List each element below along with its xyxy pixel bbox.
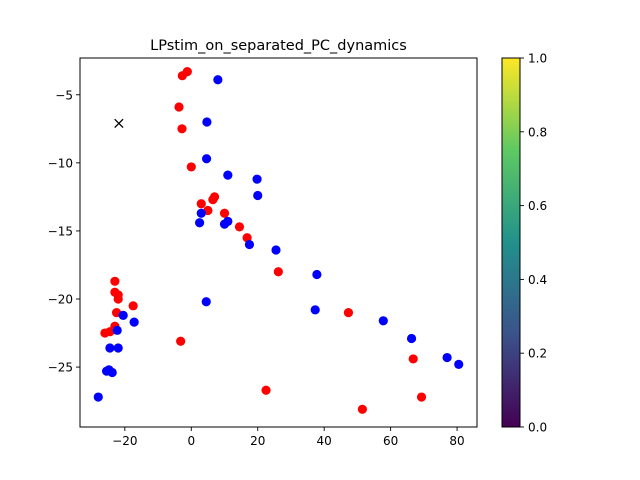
data-point xyxy=(234,222,245,232)
data-point xyxy=(312,269,322,280)
data-point xyxy=(174,102,184,112)
data-point xyxy=(93,392,103,402)
x-tick-label: −20 xyxy=(112,434,137,448)
data-point xyxy=(196,199,206,209)
data-point xyxy=(201,154,212,164)
data-point xyxy=(271,245,281,255)
data-point xyxy=(416,392,427,402)
x-tick-label: 40 xyxy=(317,434,332,448)
data-point xyxy=(253,190,263,201)
colorbar-tick-label: 0.4 xyxy=(528,273,547,287)
data-point xyxy=(112,325,122,335)
data-point xyxy=(261,385,271,395)
data-point xyxy=(177,71,187,81)
data-point xyxy=(273,267,283,277)
data-point xyxy=(196,208,206,218)
colorbar-tick-label: 0.2 xyxy=(528,347,547,361)
y-tick-label: −5 xyxy=(55,88,73,102)
x-tick-label: 20 xyxy=(250,434,265,448)
data-point xyxy=(442,352,452,363)
data-point xyxy=(406,333,417,344)
data-point xyxy=(202,117,212,127)
colorbar-tick-label: 0.8 xyxy=(528,125,547,139)
data-point xyxy=(454,359,464,369)
x-tick-label: 60 xyxy=(383,434,398,448)
colorbar-gradient xyxy=(501,57,521,428)
colorbar-tick-label: 0.6 xyxy=(528,199,547,213)
data-point xyxy=(186,162,196,172)
data-point xyxy=(213,75,223,85)
x-marker xyxy=(114,118,124,129)
plot-area: −20 0 20 40 60 80 −5 −10 −15 −20 −25 xyxy=(48,57,478,448)
colorbar-tick-label: 1.0 xyxy=(528,52,547,66)
y-tick-label: −10 xyxy=(48,156,73,170)
data-point xyxy=(244,239,255,250)
colorbar-tick-label: 0.0 xyxy=(528,421,547,435)
x-tick-label: 0 xyxy=(187,434,195,448)
data-point xyxy=(201,297,211,307)
data-point xyxy=(105,343,115,353)
x-tick-label: 80 xyxy=(449,434,464,448)
data-point xyxy=(357,404,367,414)
data-point xyxy=(113,294,123,304)
data-point xyxy=(110,276,120,286)
chart-title: LPstim_on_separated_PC_dynamics xyxy=(150,38,407,54)
y-tick-label: −15 xyxy=(48,224,73,238)
data-point xyxy=(113,343,123,353)
data-point xyxy=(223,216,233,226)
data-point xyxy=(128,301,138,311)
y-tick-label: −25 xyxy=(48,361,73,375)
data-point xyxy=(209,192,220,202)
data-point xyxy=(378,316,388,326)
data-point xyxy=(177,124,187,134)
data-point xyxy=(194,218,205,228)
data-point xyxy=(219,208,230,218)
data-point xyxy=(310,305,320,315)
x-marker-stroke xyxy=(114,118,124,129)
data-point xyxy=(118,310,128,320)
plot-frame xyxy=(79,57,478,428)
data-point xyxy=(252,174,262,184)
y-tick-label: −20 xyxy=(48,293,73,307)
data-point xyxy=(223,170,233,180)
data-point xyxy=(107,367,117,378)
data-point xyxy=(176,336,186,346)
data-point xyxy=(129,317,139,327)
colorbar: 0.0 0.2 0.4 0.6 0.8 1.0 xyxy=(501,52,547,435)
data-point xyxy=(343,308,354,318)
data-point xyxy=(408,354,418,364)
